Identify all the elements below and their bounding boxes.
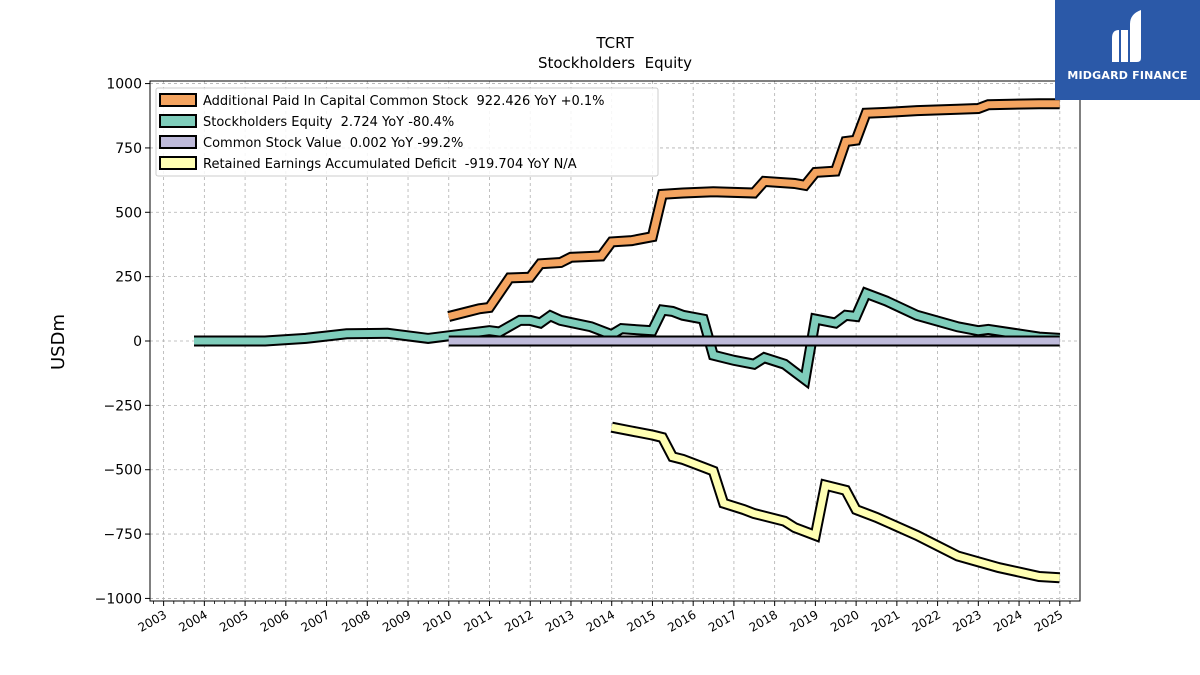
midgard-finance-logo: MIDGARD FINANCE — [1055, 0, 1200, 100]
y-tick-label: 750 — [115, 141, 142, 157]
legend: Additional Paid In Capital Common Stock … — [155, 87, 659, 177]
y-tick-label: −500 — [104, 463, 142, 479]
legend-swatch-3 — [159, 135, 197, 149]
series-lines — [194, 98, 1061, 584]
midgard-logo-icon — [1112, 10, 1141, 62]
series-line-2 — [194, 288, 1060, 386]
chart-title: TCRT — [595, 34, 634, 52]
logo-text: MIDGARD FINANCE — [1067, 69, 1188, 82]
y-tick-label: 1000 — [106, 77, 142, 93]
chart-subtitle: Stockholders Equity — [538, 54, 692, 72]
legend-label-1: Additional Paid In Capital Common Stock … — [203, 94, 605, 109]
y-axis-label: USDm — [48, 314, 69, 370]
legend-box — [155, 87, 659, 177]
series-line-1 — [447, 100, 1060, 320]
y-tick-label: −250 — [104, 398, 142, 414]
series-line-4 — [611, 423, 1060, 582]
legend-label-4: Retained Earnings Accumulated Deficit -9… — [203, 157, 577, 172]
y-tick-label: −1000 — [95, 591, 142, 607]
y-tick-label: −750 — [104, 527, 142, 543]
legend-label-2: Stockholders Equity 2.724 YoY -80.4% — [203, 115, 454, 130]
y-tick-label: 500 — [115, 205, 142, 221]
y-tick-label: 0 — [133, 334, 142, 350]
y-tick-label: 250 — [115, 270, 142, 286]
legend-swatch-4 — [159, 156, 197, 170]
legend-swatch-1 — [159, 93, 197, 107]
legend-swatch-2 — [159, 114, 197, 128]
legend-label-3: Common Stock Value 0.002 YoY -99.2% — [203, 136, 463, 151]
